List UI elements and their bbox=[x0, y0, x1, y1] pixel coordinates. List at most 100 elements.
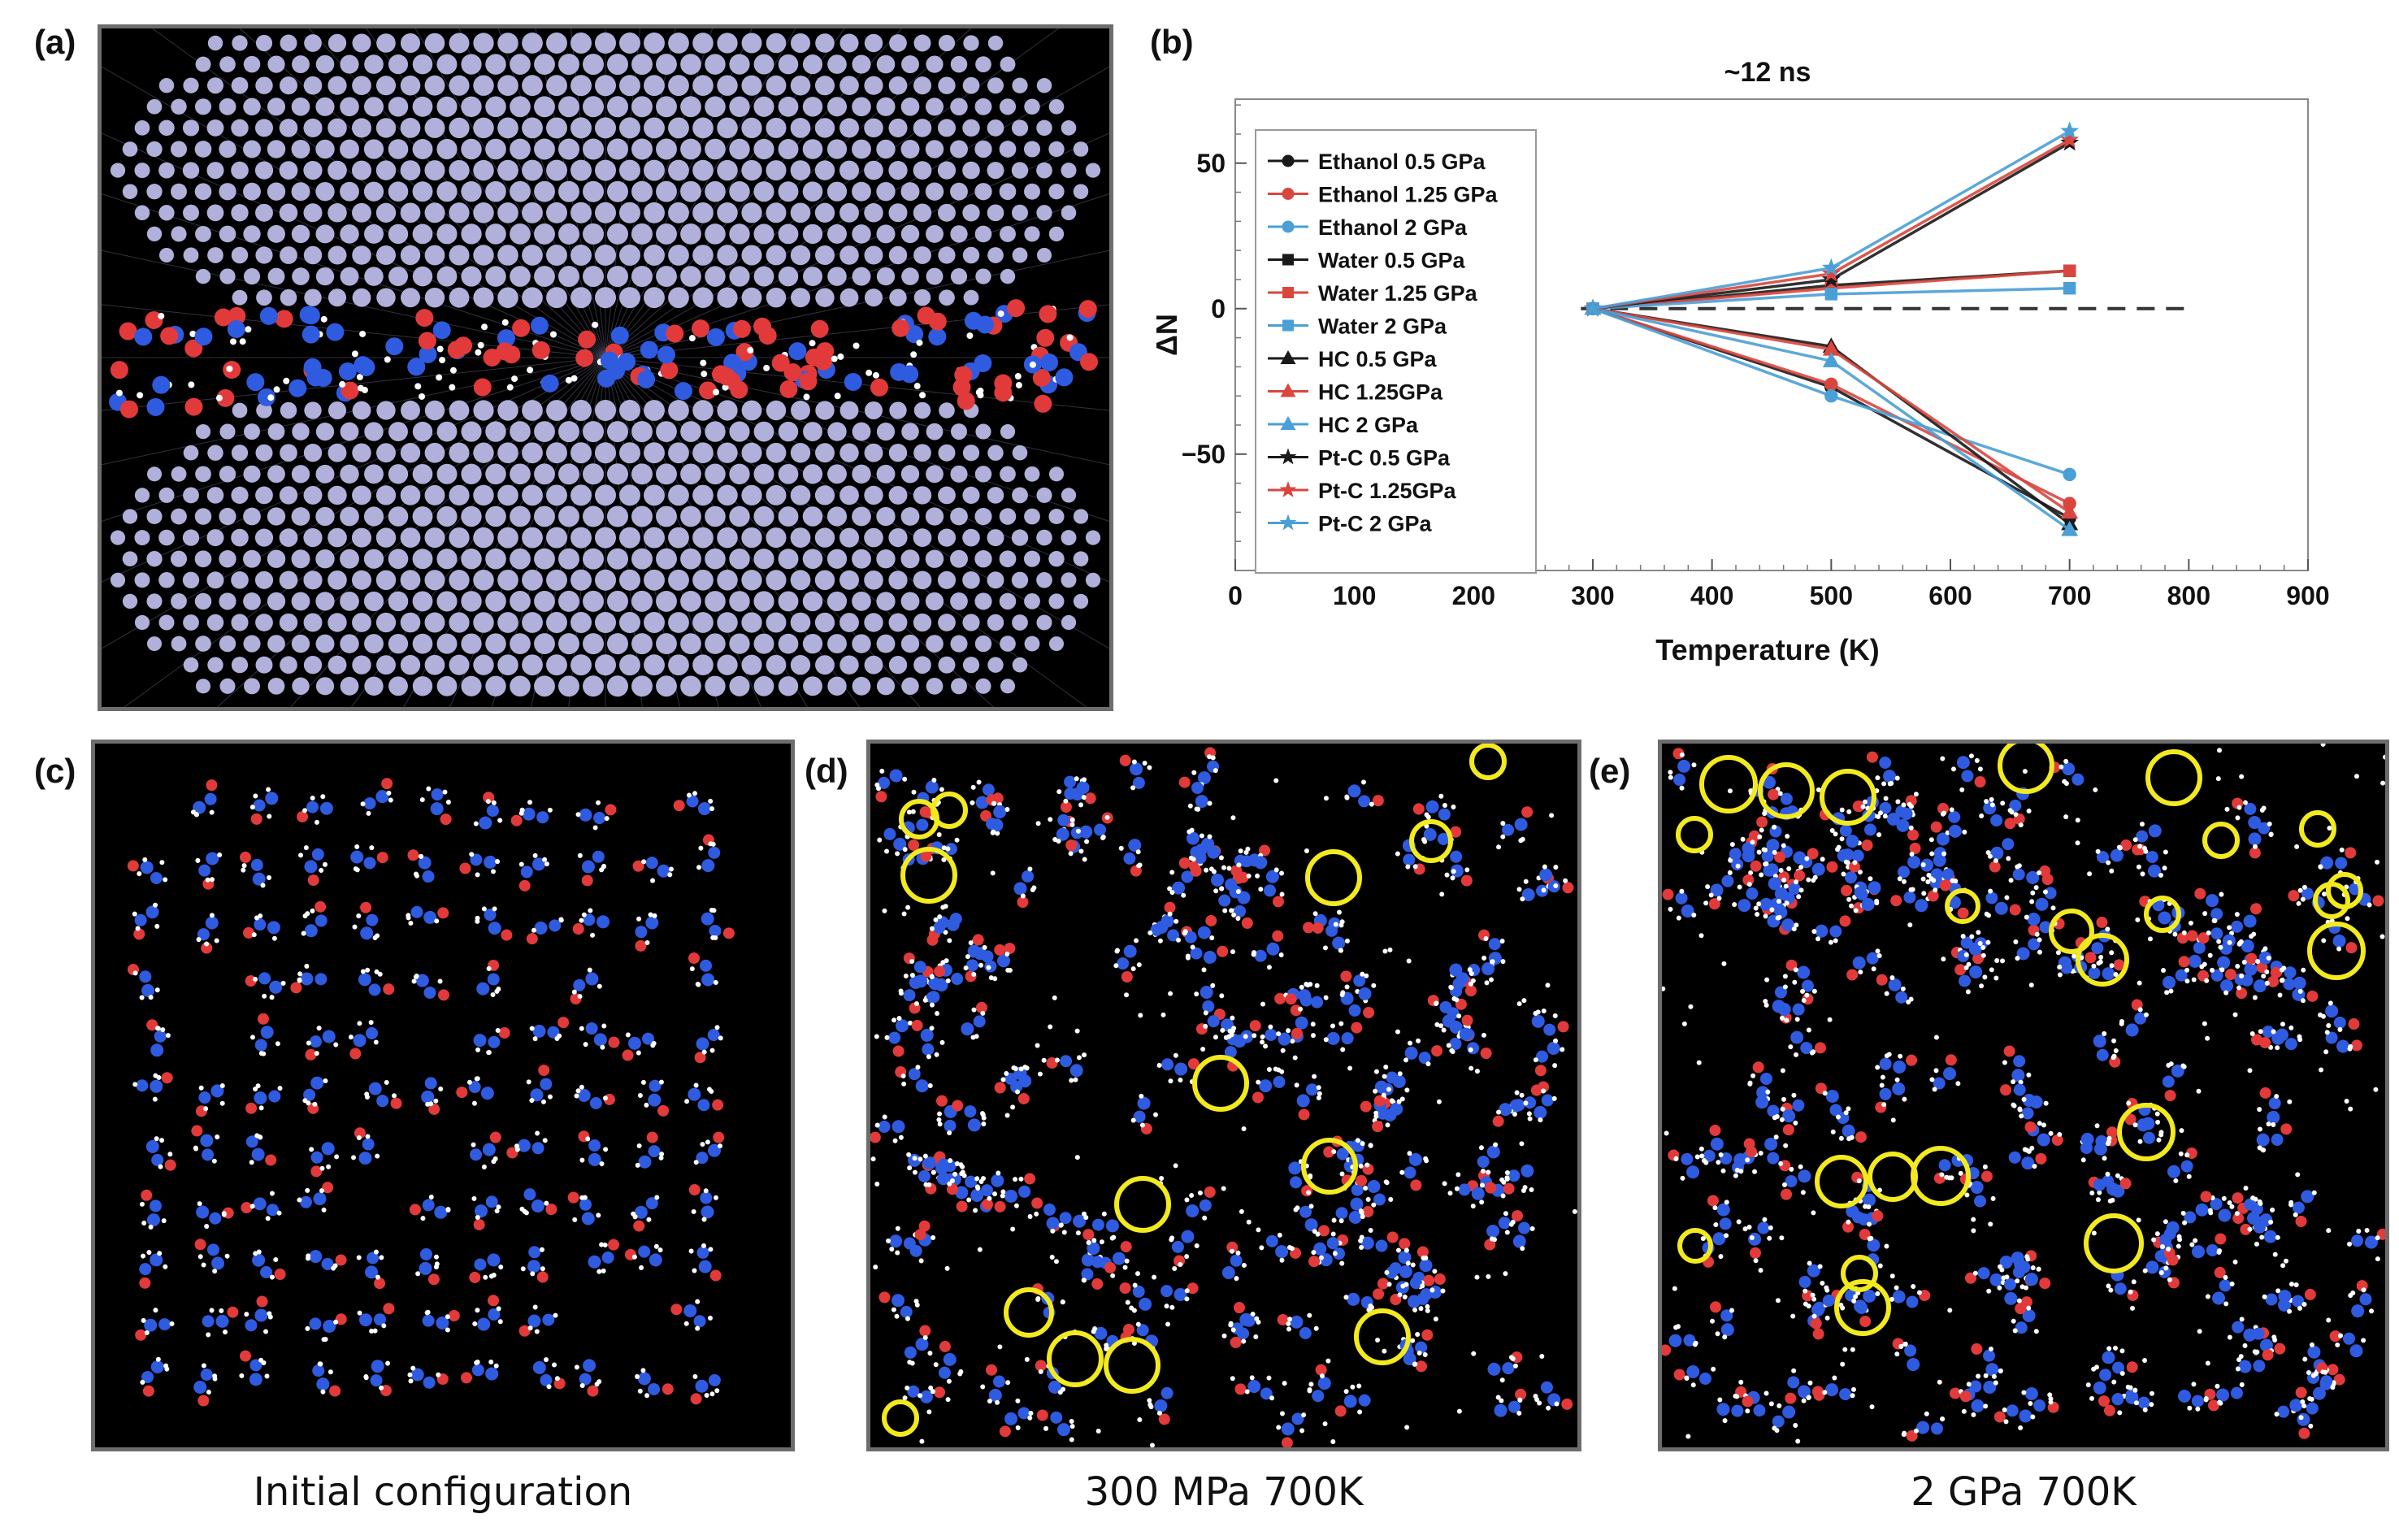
molecule bbox=[578, 1130, 609, 1167]
molecule bbox=[1446, 1014, 1473, 1055]
y-axis-label: ΔN bbox=[1150, 314, 1183, 356]
stray-atom bbox=[2096, 961, 2102, 966]
stray-atom bbox=[1963, 952, 1969, 957]
x-tick-label: 0 bbox=[1228, 581, 1243, 610]
stray-atom bbox=[1304, 848, 1309, 854]
molecule bbox=[1118, 839, 1143, 877]
stray-atom bbox=[1010, 1226, 1016, 1232]
stray-atom bbox=[1404, 1425, 1410, 1430]
data-point-11-2 bbox=[2060, 121, 2080, 140]
stray-atom bbox=[1041, 1057, 1047, 1063]
molecule bbox=[193, 1363, 218, 1407]
molecule bbox=[2132, 822, 2162, 856]
stray-atom bbox=[1529, 1187, 1534, 1193]
y-tick-label: −50 bbox=[1182, 440, 1226, 469]
molecule bbox=[2154, 1219, 2180, 1260]
molecule bbox=[1119, 1282, 1152, 1313]
molecule bbox=[1000, 1173, 1036, 1208]
molecule bbox=[1866, 751, 1900, 787]
stray-atom bbox=[1499, 1398, 1504, 1403]
molecule bbox=[356, 1249, 386, 1290]
stray-atom bbox=[1994, 958, 2000, 964]
highlight-circle bbox=[2202, 822, 2240, 859]
stray-atom bbox=[1082, 857, 1087, 862]
stray-atom bbox=[1519, 1141, 1525, 1147]
highlight-circle bbox=[1104, 1337, 1160, 1394]
highlight-circle bbox=[882, 1399, 919, 1437]
molecule bbox=[196, 913, 219, 954]
stray-atom bbox=[1913, 792, 1919, 797]
molecule bbox=[1229, 889, 1253, 929]
stray-atom bbox=[1791, 1368, 1797, 1373]
molecule bbox=[1317, 1234, 1349, 1267]
molecule bbox=[1399, 1151, 1429, 1191]
molecule bbox=[693, 1131, 725, 1165]
molecule bbox=[870, 1114, 905, 1143]
stray-atom bbox=[1292, 1055, 1298, 1061]
x-tick-label: 200 bbox=[1452, 581, 1495, 610]
molecule bbox=[532, 1357, 566, 1390]
molecule bbox=[2210, 1195, 2245, 1224]
stray-atom bbox=[1172, 1265, 1178, 1271]
molecule bbox=[2259, 1025, 2303, 1051]
legend-marker bbox=[1282, 319, 1294, 332]
molecule bbox=[415, 1247, 440, 1286]
molecule bbox=[1167, 857, 1194, 898]
stray-atom bbox=[2327, 825, 2332, 831]
molecule bbox=[2029, 874, 2057, 911]
molecule bbox=[2180, 1191, 2214, 1225]
stray-atom bbox=[1322, 1421, 1328, 1427]
stray-atom bbox=[2326, 1228, 2332, 1234]
molecule bbox=[1251, 930, 1284, 970]
stray-atom bbox=[1442, 803, 1447, 809]
highlight-circle bbox=[2326, 872, 2363, 909]
stray-atom bbox=[1049, 1255, 1055, 1260]
molecule bbox=[1221, 1241, 1247, 1282]
stray-atom bbox=[1969, 934, 1975, 939]
stray-atom bbox=[2163, 849, 2168, 855]
molecule bbox=[911, 1019, 945, 1060]
legend-marker bbox=[1282, 154, 1295, 167]
molecule bbox=[195, 852, 223, 890]
molecule bbox=[1487, 1351, 1523, 1383]
molecule bbox=[999, 1398, 1034, 1438]
stray-atom bbox=[1794, 1052, 1799, 1057]
molecule bbox=[684, 1082, 724, 1112]
legend-entry: Pt-C 0.5 GPa bbox=[1318, 446, 1451, 471]
data-point-5-1 bbox=[1824, 288, 1838, 301]
molecule bbox=[473, 1026, 510, 1056]
stray-atom bbox=[2106, 860, 2111, 865]
molecule bbox=[1806, 1287, 1835, 1330]
molecule bbox=[701, 908, 735, 940]
molecule bbox=[297, 1182, 334, 1212]
molecule bbox=[2207, 1382, 2245, 1412]
stray-atom bbox=[2379, 934, 2385, 939]
stray-atom bbox=[1432, 1269, 1438, 1274]
stray-atom bbox=[1213, 768, 1218, 774]
molecule bbox=[1230, 1302, 1261, 1344]
legend-marker bbox=[1282, 188, 1295, 200]
stray-atom bbox=[2197, 1329, 2202, 1334]
molecule bbox=[690, 1373, 721, 1405]
molecule bbox=[635, 1368, 674, 1399]
molecule bbox=[2119, 999, 2149, 1037]
stray-atom bbox=[2022, 769, 2028, 774]
data-point-1-1 bbox=[1824, 377, 1838, 392]
highlight-circles bbox=[1676, 744, 2366, 1336]
molecule bbox=[1534, 1081, 1557, 1123]
legend-entry: HC 0.5 GPa bbox=[1318, 347, 1438, 371]
molecule bbox=[409, 1195, 451, 1221]
highlight-circle bbox=[1047, 1330, 1104, 1387]
stray-atom bbox=[1178, 1262, 1183, 1268]
stray-atom bbox=[1941, 957, 1946, 962]
y-tick-label: 50 bbox=[1196, 149, 1226, 178]
molecule bbox=[245, 1083, 283, 1114]
molecule bbox=[298, 845, 328, 887]
stray-atom bbox=[977, 1247, 983, 1252]
molecule bbox=[194, 1239, 230, 1274]
stray-atom bbox=[1698, 933, 1704, 939]
panel-b-label: (b) bbox=[1150, 23, 1194, 61]
molecule bbox=[1705, 870, 1734, 910]
molecule bbox=[2162, 1061, 2187, 1102]
molecule bbox=[928, 904, 962, 940]
